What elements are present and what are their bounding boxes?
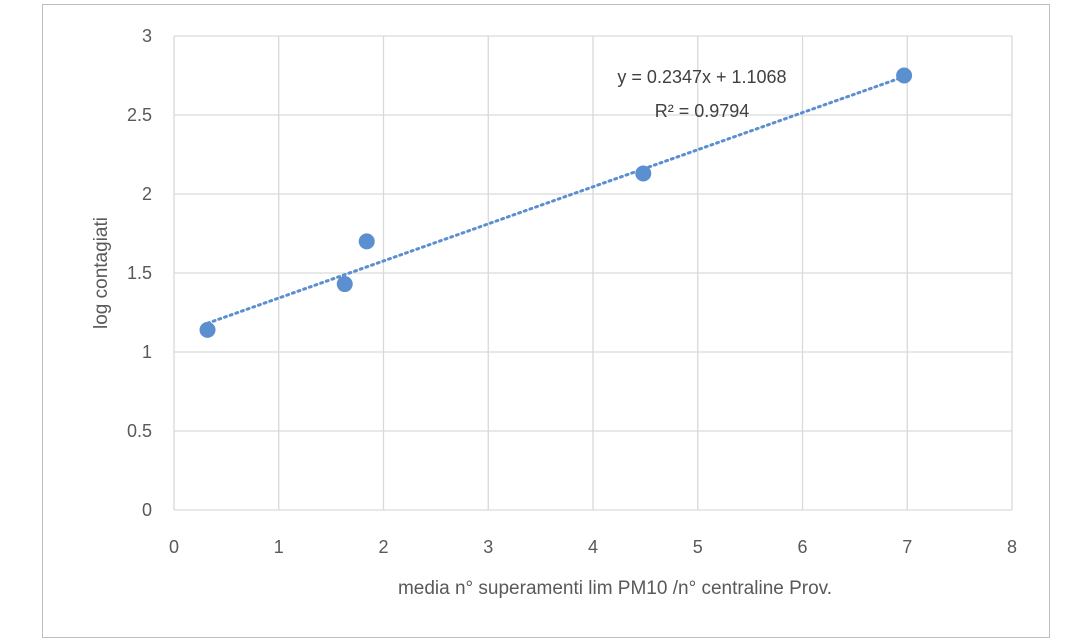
y-tick-label: 0.5 <box>127 421 152 441</box>
chart-frame <box>42 4 1050 638</box>
x-axis-title: media n° superamenti lim PM10 /n° centra… <box>398 578 832 599</box>
trendline <box>206 75 906 325</box>
y-tick-label: 1 <box>142 342 152 362</box>
x-tick-label: 2 <box>378 537 388 557</box>
x-tick-label: 5 <box>693 537 703 557</box>
y-tick-label: 1.5 <box>127 263 152 283</box>
x-tick-label: 1 <box>274 537 284 557</box>
data-point <box>896 67 913 84</box>
x-tick-label: 0 <box>169 537 179 557</box>
y-tick-label: 3 <box>142 26 152 46</box>
y-tick-label: 2 <box>142 184 152 204</box>
data-point <box>635 165 652 182</box>
x-tick-label: 6 <box>797 537 807 557</box>
data-point <box>358 233 375 250</box>
data-point <box>199 321 216 338</box>
grid-lines <box>173 35 1013 511</box>
x-tick-label: 7 <box>902 537 912 557</box>
y-tick-label: 2.5 <box>127 105 152 125</box>
x-tick-label: 4 <box>588 537 598 557</box>
y-axis-title: log contagiati <box>91 217 112 329</box>
x-axis-ticks: 0 1 2 3 4 5 6 7 8 <box>169 537 1017 557</box>
x-tick-label: 3 <box>483 537 493 557</box>
trendline-r2: R² = 0.9794 <box>655 101 750 121</box>
x-tick-label: 8 <box>1007 537 1017 557</box>
y-axis-ticks: 0 0.5 1 1.5 2 2.5 3 <box>127 26 152 520</box>
y-tick-label: 0 <box>142 500 152 520</box>
trendline-equation: y = 0.2347x + 1.1068 <box>617 67 786 87</box>
data-points <box>199 67 913 338</box>
data-point <box>336 276 353 293</box>
